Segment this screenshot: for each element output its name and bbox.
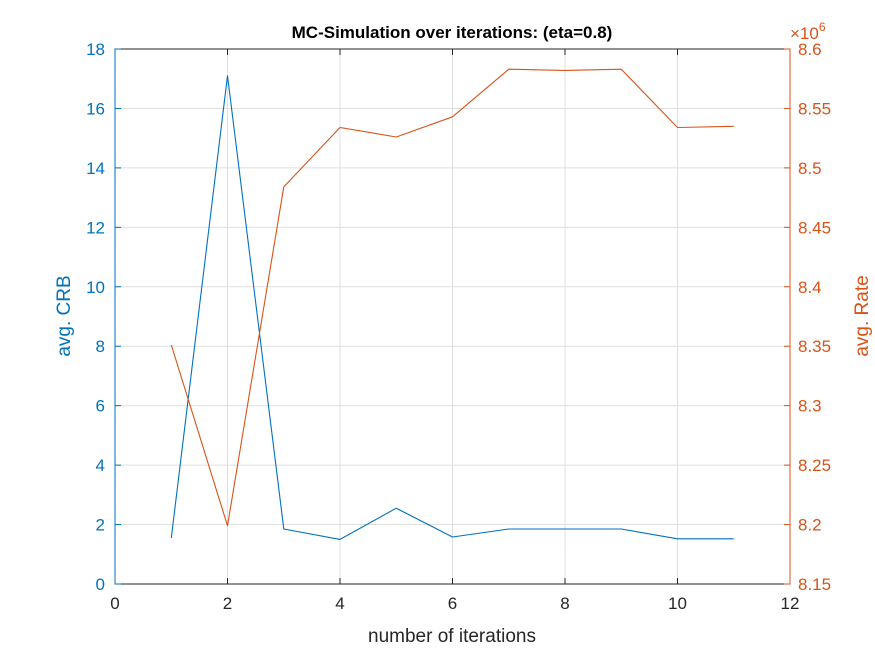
right-y-tick-label: 8.35 bbox=[798, 337, 831, 356]
x-tick-label: 2 bbox=[223, 594, 232, 613]
exponent-base: ×10 bbox=[790, 24, 819, 43]
crb-series-line bbox=[170, 75, 734, 540]
x-tick-label: 12 bbox=[781, 594, 800, 613]
rate-series-line bbox=[170, 68, 734, 527]
left-y-tick-label: 10 bbox=[86, 278, 105, 297]
right-y-axis: 8.15 8.2 8.25 8.3 8.35 8.4 8.45 8.5 8.55 8.6 bbox=[784, 40, 831, 594]
x-tick-label: 4 bbox=[335, 594, 344, 613]
right-axis-exponent: ×106 bbox=[790, 20, 826, 43]
left-y-tick-label: 8 bbox=[96, 337, 105, 356]
x-tick-label: 0 bbox=[110, 594, 119, 613]
x-axis-title: number of iterations bbox=[368, 626, 536, 647]
left-y-axis: 0 2 4 6 8 10 12 14 16 18 bbox=[86, 40, 121, 594]
exponent-power: 6 bbox=[819, 20, 826, 34]
right-y-tick-label: 8.3 bbox=[798, 397, 822, 416]
right-y-axis-title: avg. Rate bbox=[852, 275, 873, 356]
left-y-tick-label: 14 bbox=[86, 159, 105, 178]
right-y-tick-label: 8.5 bbox=[798, 159, 822, 178]
chart-title: MC-Simulation over iterations: (eta=0.8) bbox=[292, 23, 613, 42]
left-y-tick-label: 0 bbox=[96, 575, 105, 594]
right-y-tick-label: 8.4 bbox=[798, 278, 822, 297]
right-y-tick-label: 8.15 bbox=[798, 575, 831, 594]
right-y-tick-label: 8.55 bbox=[798, 99, 831, 118]
x-tick-label: 8 bbox=[560, 594, 569, 613]
grid-lines bbox=[115, 49, 790, 584]
right-y-tick-label: 8.25 bbox=[798, 456, 831, 475]
left-y-tick-label: 18 bbox=[86, 40, 105, 59]
x-tick-label: 10 bbox=[668, 594, 687, 613]
x-axis: 0 2 4 6 8 10 12 bbox=[110, 49, 799, 613]
x-tick-label: 6 bbox=[448, 594, 457, 613]
left-y-tick-label: 16 bbox=[86, 99, 105, 118]
right-y-tick-label: 8.2 bbox=[798, 516, 822, 535]
left-y-tick-label: 4 bbox=[96, 456, 105, 475]
right-y-tick-label: 8.6 bbox=[798, 40, 822, 59]
right-y-tick-label: 8.45 bbox=[798, 218, 831, 237]
left-y-axis-title: avg. CRB bbox=[54, 275, 75, 356]
left-y-tick-label: 2 bbox=[96, 516, 105, 535]
left-y-tick-label: 6 bbox=[96, 397, 105, 416]
left-y-tick-label: 12 bbox=[86, 218, 105, 237]
series-layer bbox=[170, 68, 734, 540]
